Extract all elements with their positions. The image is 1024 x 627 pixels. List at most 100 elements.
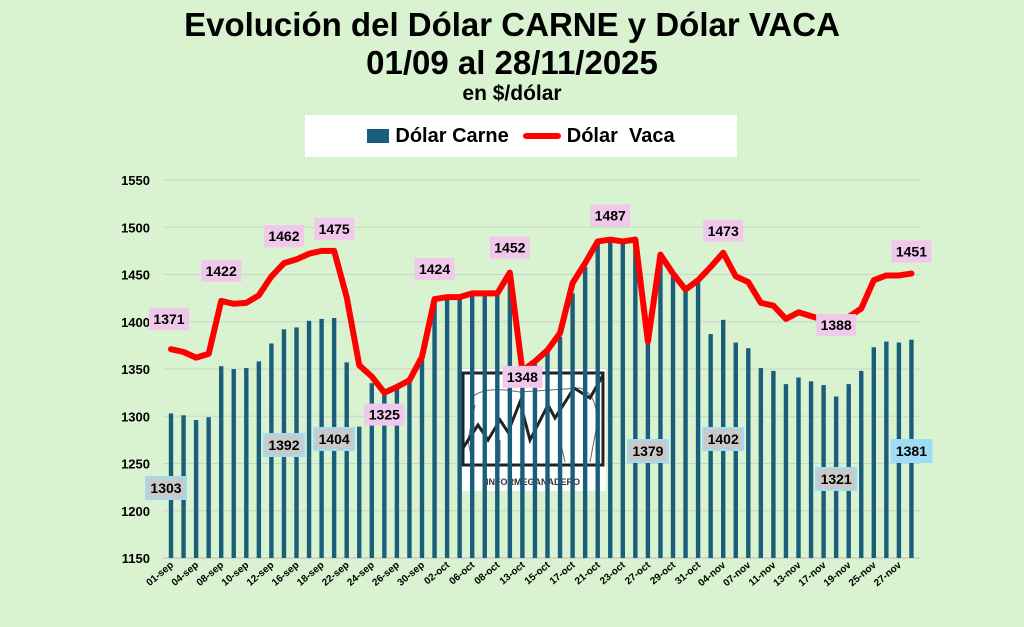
line-data-label-box	[314, 217, 355, 240]
bar-dolar-carne	[344, 362, 349, 558]
legend-line-swatch	[522, 133, 561, 139]
x-tick-label: 27-oct	[623, 559, 653, 587]
bar-dolar-carne	[620, 243, 625, 558]
x-tick-label: 15-oct	[523, 559, 553, 587]
bar-dolar-carne	[771, 370, 776, 558]
bar-dolar-carne	[746, 348, 751, 558]
bar-data-label: 1402	[708, 431, 739, 447]
bar-dolar-carne	[219, 366, 224, 558]
legend-bar-swatch	[367, 129, 390, 143]
bar-data-label-box	[313, 427, 356, 451]
y-tick-label: 1400	[121, 315, 150, 330]
line-data-label: 1424	[419, 261, 450, 277]
bar-dolar-carne	[557, 336, 563, 558]
x-tick-label: 07-nov	[721, 560, 753, 589]
bar-dolar-carne	[545, 350, 550, 558]
bar-dolar-carne	[658, 256, 663, 558]
y-tick-label: 1550	[121, 173, 150, 188]
line-dolar-vaca	[168, 236, 915, 396]
bar-dolar-carne	[193, 420, 199, 558]
line-data-label: 1371	[153, 311, 184, 327]
legend-item-carne: Dólar Carne	[367, 124, 509, 148]
bar-dolar-carne	[357, 426, 362, 558]
bar-dolar-carne	[419, 357, 425, 558]
y-tick-label: 1250	[121, 457, 150, 472]
bar-dolar-carne	[859, 370, 864, 558]
line-data-label: 1388	[821, 317, 852, 333]
bar-dolar-carne	[432, 300, 437, 558]
bar-dolar-carne	[444, 298, 450, 558]
x-tick-label: 27-nov	[872, 560, 904, 589]
bar-dolar-carne	[306, 320, 312, 558]
bar-data-label: 1303	[150, 480, 181, 496]
y-tick-label: 1200	[121, 504, 150, 519]
bar-dolar-carne	[369, 383, 374, 558]
x-tick-label: 08-sep	[195, 560, 226, 589]
x-tick-label: 06-oct	[447, 559, 477, 587]
bar-dolar-carne	[595, 241, 600, 559]
bar-dolar-carne	[633, 241, 638, 559]
bar-dolar-carne	[407, 380, 412, 558]
line-data-label-box	[891, 240, 932, 263]
legend-label-vaca: Dólar Vaca	[566, 124, 675, 147]
x-tick-label: 16-sep	[270, 560, 301, 589]
bar-dolar-carne	[871, 347, 876, 558]
bar-data-label-box	[145, 476, 187, 500]
bar-dolar-carne	[570, 293, 575, 558]
bar-dolar-carne	[796, 377, 801, 558]
legend: Dólar Carne Dólar Vaca	[305, 115, 737, 157]
bar-dolar-carne	[244, 368, 249, 558]
bar-dolar-carne	[608, 241, 613, 559]
legend-label-carne: Dólar Carne	[395, 124, 509, 147]
line-data-label: 1422	[206, 263, 237, 279]
line-data-label-box	[149, 308, 189, 331]
bar-dolar-carne	[470, 295, 475, 558]
bar-dolar-carne	[206, 417, 211, 558]
line-data-label-box	[816, 314, 857, 337]
line-data-label: 1475	[319, 221, 350, 237]
bar-dolar-carne	[507, 274, 513, 558]
bar-dolar-carne	[758, 368, 764, 558]
line-data-label: 1325	[369, 407, 400, 423]
bar-data-label: 1379	[632, 443, 663, 459]
bar-dolar-carne	[482, 295, 487, 558]
y-tick-label: 1150	[122, 551, 150, 566]
bar-dolar-carne	[884, 341, 889, 558]
line-data-label-box	[502, 365, 543, 388]
x-tick-label: 02-oct	[422, 559, 452, 587]
bar-dolar-carne	[683, 289, 688, 558]
bar-dolar-carne	[495, 293, 500, 558]
bar-dolar-carne	[532, 364, 538, 558]
x-tick-label: 21-oct	[573, 559, 603, 587]
line-data-label-box	[414, 258, 455, 281]
bar-dolar-carne	[670, 276, 676, 558]
x-tick-label: 04-sep	[170, 560, 201, 589]
x-tick-label: 13-oct	[498, 559, 528, 587]
y-tick-label: 1500	[121, 220, 150, 235]
line-data-label: 1451	[896, 244, 927, 260]
bar-data-label-box	[262, 433, 305, 457]
line-data-label-box	[489, 236, 530, 259]
line-data-label-box	[590, 204, 631, 227]
line-data-label-box	[364, 403, 405, 426]
bar-data-label-box	[626, 439, 669, 463]
bar-dolar-carne	[394, 387, 400, 558]
bar-dolar-carne	[520, 373, 525, 558]
y-tick-label: 1450	[121, 268, 150, 283]
bar-data-label-box	[890, 439, 933, 463]
line-data-label: 1473	[708, 223, 739, 239]
x-tick-label: 29-oct	[648, 559, 678, 587]
x-tick-label: 24-sep	[345, 560, 376, 589]
x-tick-label: 26-sep	[370, 560, 401, 589]
chart-title: Evolución del Dólar CARNE y Dólar VACA	[184, 6, 840, 43]
bar-dolar-carne	[382, 392, 387, 558]
bar-dolar-carne	[457, 298, 462, 558]
bar-dolar-carne	[256, 361, 262, 558]
y-tick-label: 1350	[121, 362, 150, 377]
x-tick-label: 18-sep	[295, 560, 326, 589]
y-tick-label: 1300	[121, 409, 150, 424]
line-data-label-box	[201, 259, 242, 282]
x-tick-label: 17-oct	[548, 559, 578, 587]
bar-data-label-box	[815, 467, 858, 491]
